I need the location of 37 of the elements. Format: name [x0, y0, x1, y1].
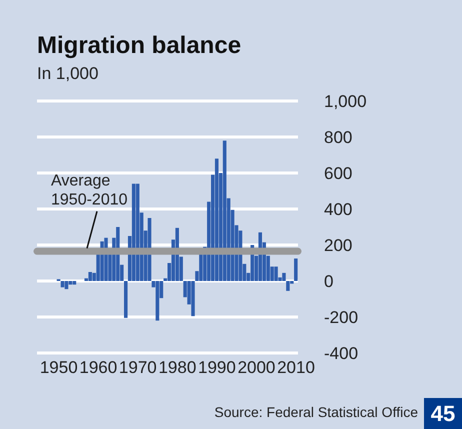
- bar: [282, 272, 286, 281]
- x-tick-label: 2010: [277, 358, 315, 378]
- bar: [148, 218, 152, 281]
- x-tick-label: 1970: [118, 358, 157, 378]
- x-tick-label: 1960: [79, 358, 118, 378]
- bar: [88, 272, 92, 281]
- x-tick-label: 1990: [198, 358, 236, 378]
- y-tick-label: 0: [324, 272, 334, 291]
- bar: [274, 266, 278, 281]
- source-note: Source: Federal Statistical Office: [214, 404, 418, 420]
- bar: [214, 158, 219, 281]
- bar: [136, 184, 140, 281]
- chart-title: Migration balance: [37, 32, 242, 60]
- y-tick-label: 200: [324, 236, 352, 255]
- bar: [64, 281, 68, 290]
- ref-line-label: Average 1950-2010: [51, 172, 128, 208]
- x-tick-label: 1980: [158, 358, 196, 378]
- x-tick-label: 1950: [40, 358, 78, 378]
- bar: [132, 184, 136, 281]
- bar: [60, 281, 64, 288]
- bar: [286, 281, 290, 291]
- y-tick-label: -200: [324, 308, 358, 327]
- y-tick-label: -400: [324, 344, 358, 363]
- bar: [124, 281, 128, 318]
- bar: [72, 281, 76, 285]
- y-tick-label: 1,000: [324, 92, 367, 111]
- chart-subtitle: In 1,000: [37, 64, 98, 84]
- x-tick-label: 2000: [238, 358, 276, 378]
- y-tick-label: 400: [324, 200, 352, 219]
- bar: [68, 281, 72, 285]
- bar: [191, 281, 195, 316]
- bar: [222, 140, 226, 281]
- y-tick-label: 800: [324, 128, 352, 147]
- bar: [294, 258, 298, 281]
- text: 45: [424, 398, 462, 429]
- y-tick-label: 600: [324, 164, 352, 183]
- bar: [156, 281, 160, 321]
